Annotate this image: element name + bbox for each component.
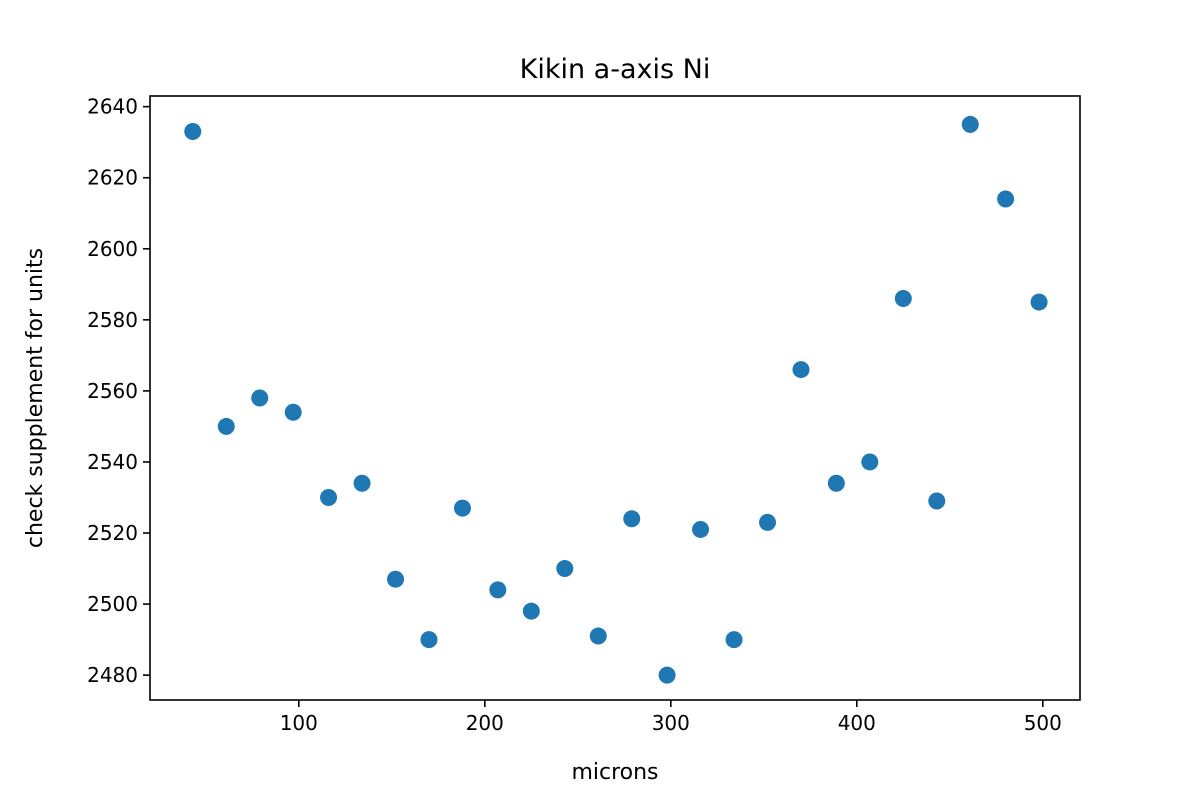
chart-title: Kikin a-axis Ni xyxy=(520,54,711,85)
data-point xyxy=(725,631,743,649)
y-tick-label: 2560 xyxy=(87,379,138,403)
x-tick-label: 200 xyxy=(466,711,504,735)
y-tick-label: 2480 xyxy=(87,663,138,687)
data-point xyxy=(284,403,302,421)
data-point xyxy=(1030,293,1048,311)
y-tick-label: 2620 xyxy=(87,166,138,190)
data-point xyxy=(589,627,607,645)
data-point xyxy=(320,488,338,506)
y-tick-label: 2520 xyxy=(87,521,138,545)
data-point xyxy=(184,123,202,141)
data-point xyxy=(453,499,471,517)
data-point xyxy=(961,115,979,133)
x-axis-label: microns xyxy=(571,760,658,785)
data-point xyxy=(827,474,845,492)
y-tick-label: 2640 xyxy=(87,95,138,119)
y-axis-label: check supplement for units xyxy=(23,248,48,548)
data-point xyxy=(522,602,540,620)
x-tick-label: 400 xyxy=(838,711,876,735)
data-point xyxy=(692,520,710,538)
data-point xyxy=(489,581,507,599)
x-tick-label: 500 xyxy=(1024,711,1062,735)
y-tick-label: 2500 xyxy=(87,592,138,616)
data-point xyxy=(556,560,574,578)
data-point xyxy=(894,290,912,308)
y-tick-label: 2600 xyxy=(87,237,138,261)
data-point xyxy=(792,361,810,379)
y-tick-label: 2540 xyxy=(87,450,138,474)
plot-area-frame xyxy=(149,95,1081,701)
x-tick-label: 100 xyxy=(280,711,318,735)
y-axis: 2480 2500 2520 2540 2560 2580 2600 2620 2640 xyxy=(87,95,150,687)
data-point xyxy=(353,474,371,492)
data-point xyxy=(387,570,405,588)
data-point xyxy=(251,389,269,407)
data-point xyxy=(759,513,777,531)
data-points xyxy=(184,115,1048,684)
data-point xyxy=(217,417,235,435)
y-tick-label: 2580 xyxy=(87,308,138,332)
data-point xyxy=(658,666,676,684)
data-point xyxy=(861,453,879,471)
x-tick-label: 300 xyxy=(652,711,690,735)
data-point xyxy=(928,492,946,510)
x-axis: 100 200 300 400 500 xyxy=(280,700,1062,735)
data-point xyxy=(997,190,1015,208)
data-point xyxy=(420,631,438,649)
data-point xyxy=(623,510,641,528)
